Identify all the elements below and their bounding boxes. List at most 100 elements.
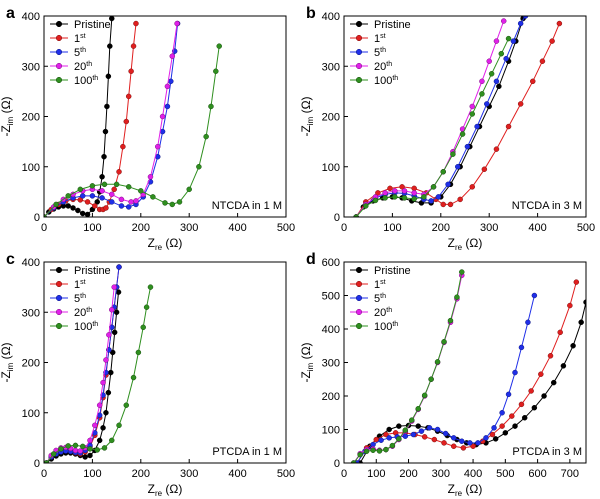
data-point (203, 133, 209, 140)
y-tick-label: 400 (22, 257, 40, 269)
y-tick-label: 600 (322, 257, 340, 269)
x-tick-label: 600 (528, 468, 546, 480)
legend-label: 20th (74, 61, 92, 73)
data-point (518, 344, 525, 351)
data-point (557, 329, 563, 336)
x-axis-label: Zre (Ω) (148, 482, 183, 498)
x-tick-label: 500 (577, 222, 595, 234)
data-point (470, 443, 476, 449)
legend-marker (55, 48, 63, 56)
data-point (435, 194, 442, 200)
data-point (118, 203, 125, 209)
y-tick-label: 400 (22, 11, 40, 23)
data-point (101, 445, 108, 451)
data-point (102, 128, 109, 135)
legend-label: 100th (374, 321, 398, 333)
data-point (415, 423, 421, 429)
data-point (522, 16, 529, 19)
data-point (510, 38, 517, 44)
data-point (517, 20, 524, 27)
data-point (99, 195, 105, 201)
data-point (392, 194, 398, 200)
legend-label: 5th (374, 47, 386, 59)
series-5th (44, 20, 181, 217)
data-point (440, 201, 446, 208)
data-point (138, 188, 144, 194)
legend-label: Pristine (374, 265, 411, 277)
legend-marker (55, 266, 63, 274)
data-point (402, 433, 409, 439)
data-point (65, 203, 71, 209)
data-point (430, 184, 437, 190)
data-point (392, 188, 398, 194)
data-point (103, 205, 109, 211)
data-point (100, 379, 106, 386)
data-point (547, 353, 554, 359)
legend-label: 100th (374, 75, 398, 87)
legend-marker (355, 280, 363, 288)
legend-marker (55, 20, 63, 28)
data-point (196, 164, 202, 170)
data-point (77, 186, 84, 193)
data-point (401, 188, 408, 194)
data-point (505, 391, 512, 398)
data-point (382, 190, 388, 196)
data-point (101, 153, 107, 160)
data-point (79, 443, 86, 450)
x-tick-label: 500 (277, 468, 295, 480)
data-point (164, 103, 171, 110)
data-point (130, 374, 137, 381)
data-point (450, 443, 457, 449)
data-point (486, 58, 492, 64)
data-point (528, 388, 534, 394)
series-5th (354, 292, 538, 463)
data-point (530, 78, 536, 85)
data-point (550, 379, 557, 386)
y-tick-label: 400 (322, 324, 340, 336)
x-tick-label: 100 (83, 222, 101, 234)
data-point (481, 166, 488, 173)
x-tick-label: 700 (561, 468, 579, 480)
panel-letter: a (6, 5, 15, 22)
data-point (94, 447, 100, 453)
y-axis-label: -Zim (Ω) (299, 342, 315, 382)
data-point (89, 183, 96, 189)
legend-marker (355, 34, 363, 42)
data-point (442, 430, 449, 437)
data-point (106, 332, 112, 338)
data-point (376, 448, 383, 454)
data-point (560, 363, 567, 369)
legend: Pristine 1st 5th 20th 100th (350, 265, 411, 333)
y-tick-label: 100 (322, 162, 340, 174)
legend-marker (55, 308, 63, 316)
data-point (503, 55, 509, 62)
y-tick-label: 200 (322, 391, 340, 403)
chart-panel-a: 0 100 200 300 400 500 0 100 200 300 400 Zre (Ω) -Zim… (0, 5, 295, 252)
data-point (96, 437, 103, 444)
data-point (549, 38, 555, 44)
data-point (489, 431, 496, 438)
data-point (509, 413, 515, 419)
data-point (70, 205, 76, 211)
x-tick-label: 400 (228, 468, 246, 480)
data-point (383, 446, 389, 453)
series-100th (44, 284, 154, 463)
legend: Pristine 1st 5th 20th 100th (50, 265, 111, 333)
data-point (488, 71, 495, 77)
data-point (411, 190, 417, 196)
data-point (583, 299, 586, 305)
data-point (411, 185, 417, 192)
data-point (447, 317, 454, 324)
data-point (79, 210, 86, 217)
x-axis-label: Zre (Ω) (148, 236, 183, 252)
legend-label: Pristine (74, 265, 111, 277)
data-point (154, 143, 161, 150)
data-point (493, 38, 500, 44)
data-point (109, 437, 115, 444)
y-tick-label: 300 (22, 61, 40, 73)
legend-label: Pristine (74, 19, 111, 31)
legend-label: 100th (74, 75, 98, 87)
x-tick-label: 200 (132, 222, 150, 234)
y-tick-label: 300 (322, 61, 340, 73)
data-point (500, 18, 507, 24)
